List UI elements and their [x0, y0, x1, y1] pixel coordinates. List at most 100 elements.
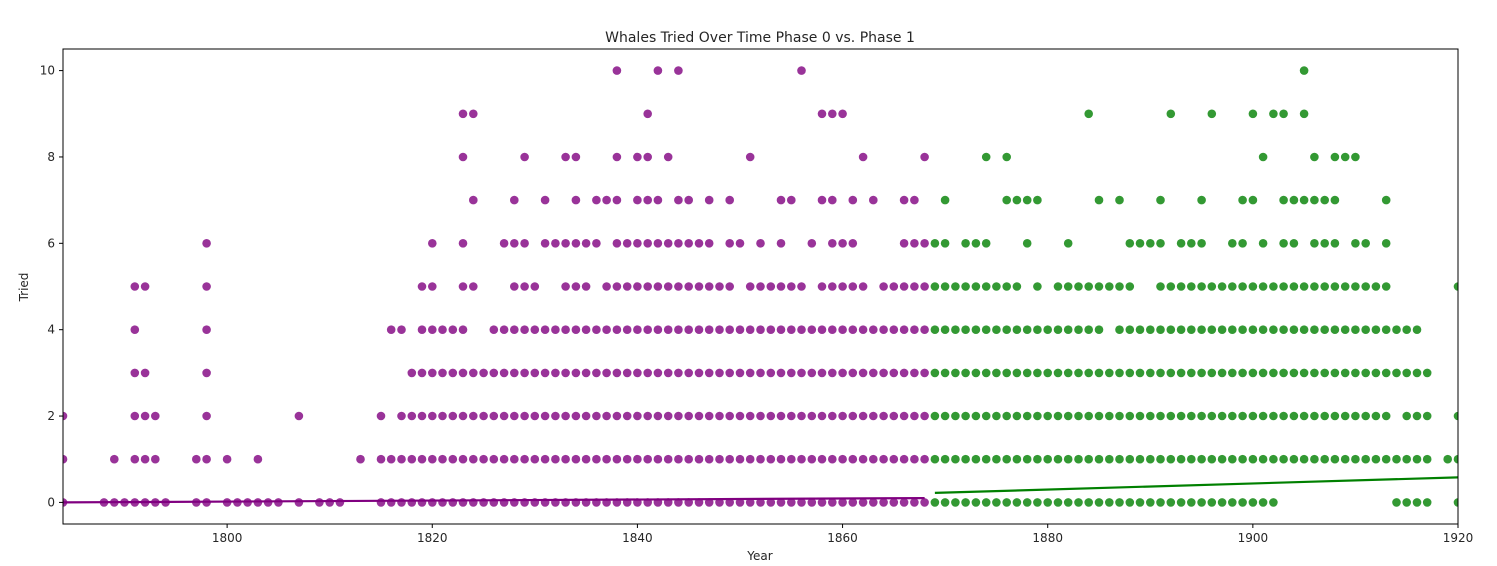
data-point-series-0 [848, 325, 858, 335]
data-point-series-0 [561, 454, 570, 464]
data-point-series-1 [1063, 239, 1073, 248]
data-point-series-1 [1187, 498, 1196, 507]
data-point-series-1 [1125, 325, 1135, 335]
data-point-series-0 [766, 282, 776, 291]
data-point-series-1 [1217, 411, 1227, 421]
data-point-series-1 [1258, 498, 1268, 507]
data-point-series-0 [571, 195, 581, 205]
data-point-series-1 [1392, 498, 1401, 507]
data-point-series-0 [920, 325, 929, 335]
data-point-series-1 [981, 325, 991, 335]
data-point-series-0 [745, 411, 755, 421]
data-point-series-0 [294, 411, 304, 421]
data-point-series-1 [1310, 454, 1319, 464]
data-point-series-1 [1043, 368, 1052, 378]
data-point-series-0 [612, 368, 622, 378]
data-point-series-0 [551, 368, 560, 378]
data-point-series-1 [1166, 411, 1176, 421]
data-point-series-1 [1012, 368, 1022, 378]
data-point-series-1 [1299, 454, 1309, 464]
data-point-series-1 [1258, 282, 1268, 291]
data-point-series-1 [1094, 454, 1104, 464]
data-point-series-0 [735, 325, 745, 335]
data-point-series-0 [756, 325, 765, 335]
data-point-series-1 [940, 195, 950, 205]
data-point-series-0 [735, 498, 745, 507]
data-point-series-1 [1084, 411, 1093, 421]
data-point-series-0 [510, 195, 519, 205]
y-tick-label: 2 [47, 409, 55, 423]
data-point-series-1 [1125, 498, 1135, 507]
data-point-series-0 [663, 325, 673, 335]
data-point-series-0 [704, 239, 714, 248]
data-point-series-1 [1412, 325, 1422, 335]
data-point-series-0 [489, 411, 499, 421]
data-point-series-1 [1217, 282, 1227, 291]
data-point-series-0 [633, 454, 642, 464]
data-point-series-1 [1043, 454, 1052, 464]
data-point-series-1 [981, 498, 991, 507]
data-point-series-1 [930, 454, 940, 464]
data-point-series-1 [1115, 195, 1124, 205]
data-point-series-0 [694, 239, 704, 248]
data-point-series-1 [992, 411, 1001, 421]
data-point-series-1 [1043, 325, 1052, 335]
data-point-series-0 [787, 282, 796, 291]
data-point-series-1 [1402, 498, 1411, 507]
data-point-series-1 [971, 454, 981, 464]
data-point-series-0 [776, 239, 786, 248]
data-point-series-0 [807, 411, 817, 421]
data-point-series-1 [1002, 498, 1011, 507]
data-point-series-1 [1176, 454, 1186, 464]
data-point-series-1 [1371, 454, 1381, 464]
data-point-series-1 [1340, 368, 1350, 378]
data-point-series-1 [1022, 454, 1032, 464]
data-point-series-0 [674, 368, 683, 378]
data-point-series-1 [1330, 454, 1340, 464]
data-point-series-0 [510, 368, 519, 378]
data-point-series-1 [1320, 239, 1329, 248]
data-point-series-1 [1269, 282, 1278, 291]
points-layer [63, 66, 1458, 507]
data-point-series-0 [428, 498, 437, 507]
data-point-series-0 [899, 325, 909, 335]
data-point-series-0 [787, 411, 796, 421]
data-point-series-0 [899, 498, 909, 507]
data-point-series-1 [1197, 325, 1206, 335]
data-point-series-1 [1176, 368, 1186, 378]
data-point-series-1 [1392, 368, 1401, 378]
y-tick-label: 6 [47, 236, 55, 250]
data-point-series-1 [1412, 454, 1422, 464]
data-point-series-1 [1022, 411, 1032, 421]
data-point-series-0 [551, 325, 560, 335]
data-point-series-0 [899, 368, 909, 378]
data-point-series-0 [571, 411, 581, 421]
data-point-series-0 [633, 152, 642, 162]
data-point-series-1 [1197, 411, 1206, 421]
data-point-series-1 [1033, 454, 1042, 464]
data-point-series-0 [684, 368, 693, 378]
data-point-series-1 [1022, 368, 1032, 378]
data-point-series-0 [612, 325, 622, 335]
data-point-series-0 [756, 411, 765, 421]
data-point-series-0 [540, 195, 550, 205]
data-point-series-0 [633, 325, 642, 335]
data-point-series-1 [1330, 195, 1340, 205]
plot-frame [62, 48, 1459, 525]
data-point-series-1 [1156, 368, 1165, 378]
data-point-series-0 [643, 195, 652, 205]
data-point-series-0 [838, 325, 847, 335]
data-point-series-0 [879, 454, 888, 464]
data-point-series-0 [428, 411, 437, 421]
data-point-series-1 [1351, 282, 1360, 291]
data-point-series-0 [663, 152, 673, 162]
data-point-series-0 [602, 195, 611, 205]
data-point-series-1 [1269, 498, 1278, 507]
data-point-series-1 [1012, 325, 1022, 335]
data-point-series-1 [1135, 239, 1145, 248]
data-point-series-0 [899, 239, 909, 248]
data-point-series-1 [1084, 109, 1093, 119]
data-point-series-1 [1340, 152, 1350, 162]
data-point-series-1 [1289, 411, 1299, 421]
data-point-series-0 [510, 454, 519, 464]
